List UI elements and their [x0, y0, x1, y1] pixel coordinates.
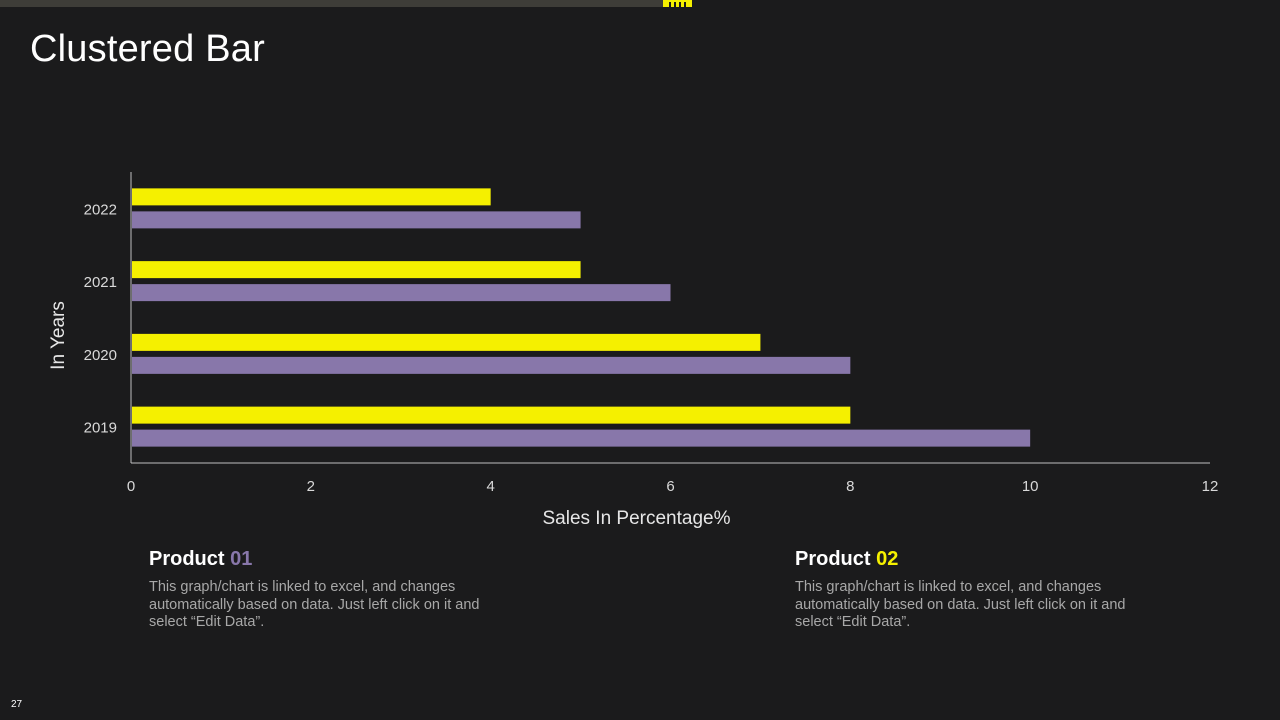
y-tick-label: 2019	[84, 420, 117, 437]
product-02-number: 02	[876, 548, 899, 570]
product-02-description: This graph/chart is linked to excel, and…	[795, 579, 1126, 630]
bar-product-02-2020	[132, 333, 761, 351]
x-tick-label: 10	[1022, 478, 1039, 495]
bar-product-02-2019	[132, 406, 851, 424]
bar-product-01-2022	[132, 211, 581, 229]
product-01-block: Product 01 This graph/chart is linked to…	[149, 548, 509, 632]
bar-product-01-2019	[132, 429, 1031, 447]
product-02-title: Product 02	[795, 548, 1155, 571]
bar-product-01-2020	[132, 356, 851, 374]
page-number: 27	[11, 699, 23, 710]
product-01-number: 01	[230, 548, 253, 570]
product-01-title: Product 01	[149, 548, 509, 571]
product-02-label: Product	[795, 548, 871, 570]
x-axis-title: Sales In Percentage%	[542, 508, 730, 529]
bar-product-02-2021	[132, 261, 581, 279]
x-tick-label: 4	[486, 478, 494, 495]
x-tick-label: 8	[846, 478, 854, 495]
top-decor-tab	[663, 0, 692, 7]
y-tick-label: 2021	[84, 274, 117, 291]
x-tick-label: 0	[127, 478, 135, 495]
y-tick-label: 2022	[84, 201, 117, 218]
y-axis-title: In Years	[48, 301, 69, 370]
x-tick-label: 6	[666, 478, 674, 495]
x-tick-label: 12	[1202, 478, 1219, 495]
product-01-label: Product	[149, 548, 225, 570]
bar-product-02-2022	[132, 188, 491, 206]
top-decor-bar	[0, 0, 692, 7]
product-02-block: Product 02 This graph/chart is linked to…	[795, 548, 1155, 632]
product-01-description: This graph/chart is linked to excel, and…	[149, 579, 480, 630]
clustered-bar-chart: 0 2 4 6 8 10 12 2019 2020 2021 2022 Sales In Percen…	[48, 172, 1219, 529]
bar-product-01-2021	[132, 284, 671, 302]
y-tick-label: 2020	[84, 347, 117, 364]
slide-title: Clustered Bar	[30, 28, 265, 70]
x-tick-label: 2	[307, 478, 315, 495]
